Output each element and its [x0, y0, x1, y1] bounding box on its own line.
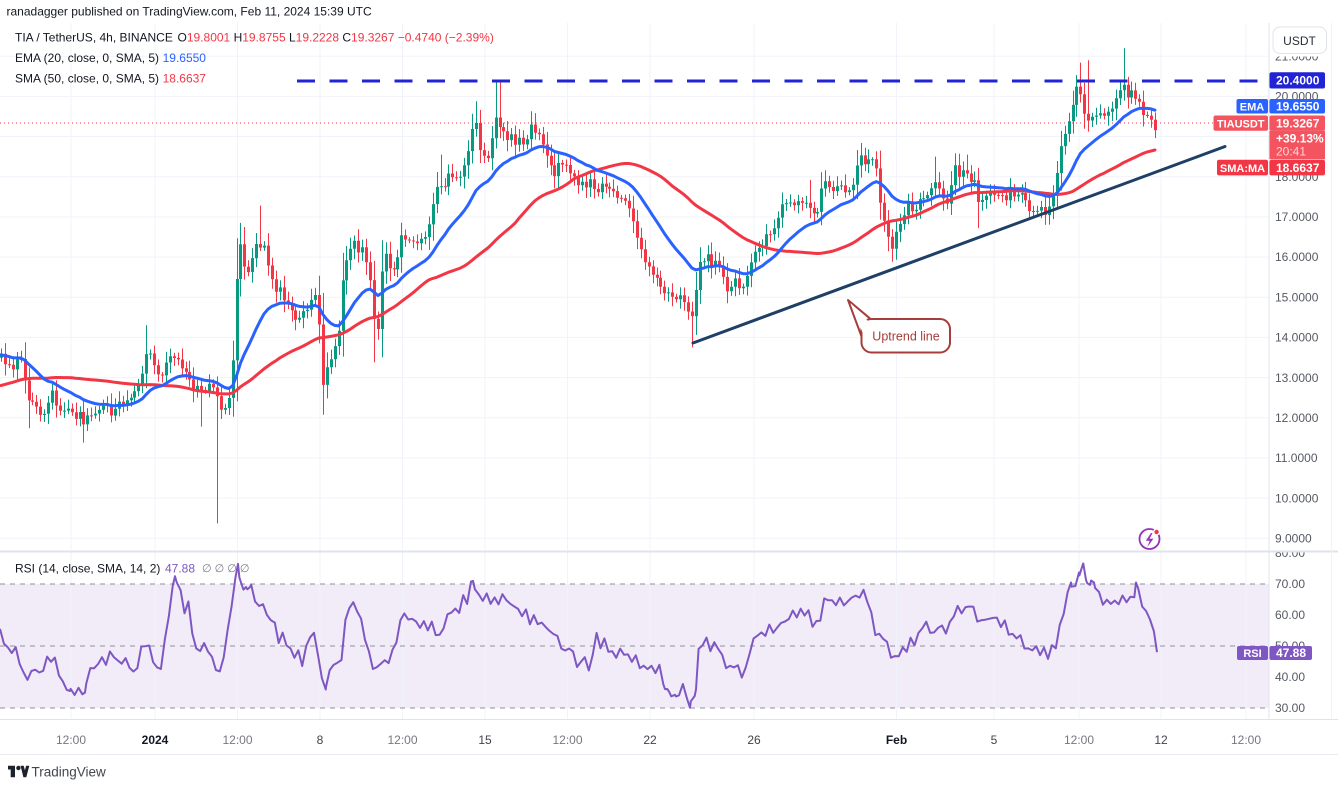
- svg-text:SMA (50, close, 0, SMA, 5): SMA (50, close, 0, SMA, 5): [15, 72, 159, 86]
- svg-text:EMA (20, close, 0, SMA, 5): EMA (20, close, 0, SMA, 5): [15, 51, 159, 65]
- svg-text:12:00: 12:00: [1064, 733, 1094, 747]
- svg-text:TradingView: TradingView: [32, 765, 107, 780]
- svg-text:ranadagger published on Tradin: ranadagger published on TradingView.com,…: [7, 5, 372, 19]
- svg-text:TIA / TetherUS, 4h, BINANCE: TIA / TetherUS, 4h, BINANCE: [15, 31, 173, 45]
- svg-text:19.3267: 19.3267: [1276, 116, 1320, 130]
- svg-text:10.0000: 10.0000: [1275, 491, 1319, 505]
- svg-text:9.0000: 9.0000: [1275, 531, 1312, 545]
- svg-text:8: 8: [317, 733, 324, 747]
- svg-text:SMA:MA: SMA:MA: [1220, 163, 1265, 175]
- svg-text:60.00: 60.00: [1275, 608, 1305, 622]
- svg-text:12.0000: 12.0000: [1275, 411, 1319, 425]
- svg-text:Uptrend line: Uptrend line: [872, 330, 939, 344]
- svg-text:22: 22: [643, 733, 657, 747]
- svg-text:∅ ∅ ∅ ∅: ∅ ∅ ∅ ∅: [202, 563, 250, 575]
- svg-text:20.4000: 20.4000: [1276, 74, 1320, 88]
- svg-text:USDT: USDT: [1283, 34, 1316, 48]
- svg-text:19.6550: 19.6550: [1276, 100, 1320, 114]
- svg-text:20:41: 20:41: [1276, 145, 1306, 159]
- svg-text:EMA: EMA: [1240, 102, 1265, 114]
- svg-text:19.6550: 19.6550: [163, 51, 207, 65]
- svg-text:47.88: 47.88: [1276, 646, 1306, 660]
- svg-text:17.0000: 17.0000: [1275, 210, 1319, 224]
- svg-text:12: 12: [1154, 733, 1168, 747]
- svg-text:16.0000: 16.0000: [1275, 250, 1319, 264]
- svg-text:12:00: 12:00: [56, 733, 86, 747]
- svg-text:O19.8001 H19.8755 L19.2228 C19: O19.8001 H19.8755 L19.2228 C19.3267 −0.4…: [178, 31, 494, 45]
- svg-text:15.0000: 15.0000: [1275, 290, 1319, 304]
- svg-text:11.0000: 11.0000: [1275, 451, 1318, 465]
- svg-text:12:00: 12:00: [1231, 733, 1261, 747]
- svg-text:2024: 2024: [142, 733, 169, 747]
- svg-text:40.00: 40.00: [1275, 670, 1305, 684]
- svg-text:12:00: 12:00: [552, 733, 582, 747]
- svg-text:70.00: 70.00: [1275, 577, 1305, 591]
- svg-text:80.00: 80.00: [1275, 546, 1305, 560]
- svg-text:21.0000: 21.0000: [1275, 49, 1319, 63]
- svg-text:12:00: 12:00: [387, 733, 417, 747]
- svg-text:12:00: 12:00: [222, 733, 252, 747]
- svg-text:30.00: 30.00: [1275, 701, 1305, 715]
- svg-text:26: 26: [747, 733, 761, 747]
- svg-text:5: 5: [991, 733, 998, 747]
- svg-text:+39.13%: +39.13%: [1276, 132, 1324, 146]
- svg-text:RSI: RSI: [1243, 648, 1261, 660]
- svg-text:Feb: Feb: [886, 733, 907, 747]
- svg-text:14.0000: 14.0000: [1275, 331, 1319, 345]
- svg-text:13.0000: 13.0000: [1275, 371, 1319, 385]
- svg-text:RSI (14, close, SMA, 14, 2): RSI (14, close, SMA, 14, 2): [15, 562, 160, 576]
- svg-text:47.88: 47.88: [165, 562, 195, 576]
- svg-text:15: 15: [478, 733, 492, 747]
- svg-text:TIAUSDT: TIAUSDT: [1217, 118, 1265, 130]
- svg-text:18.6637: 18.6637: [163, 72, 207, 86]
- svg-text:18.6637: 18.6637: [1276, 161, 1320, 175]
